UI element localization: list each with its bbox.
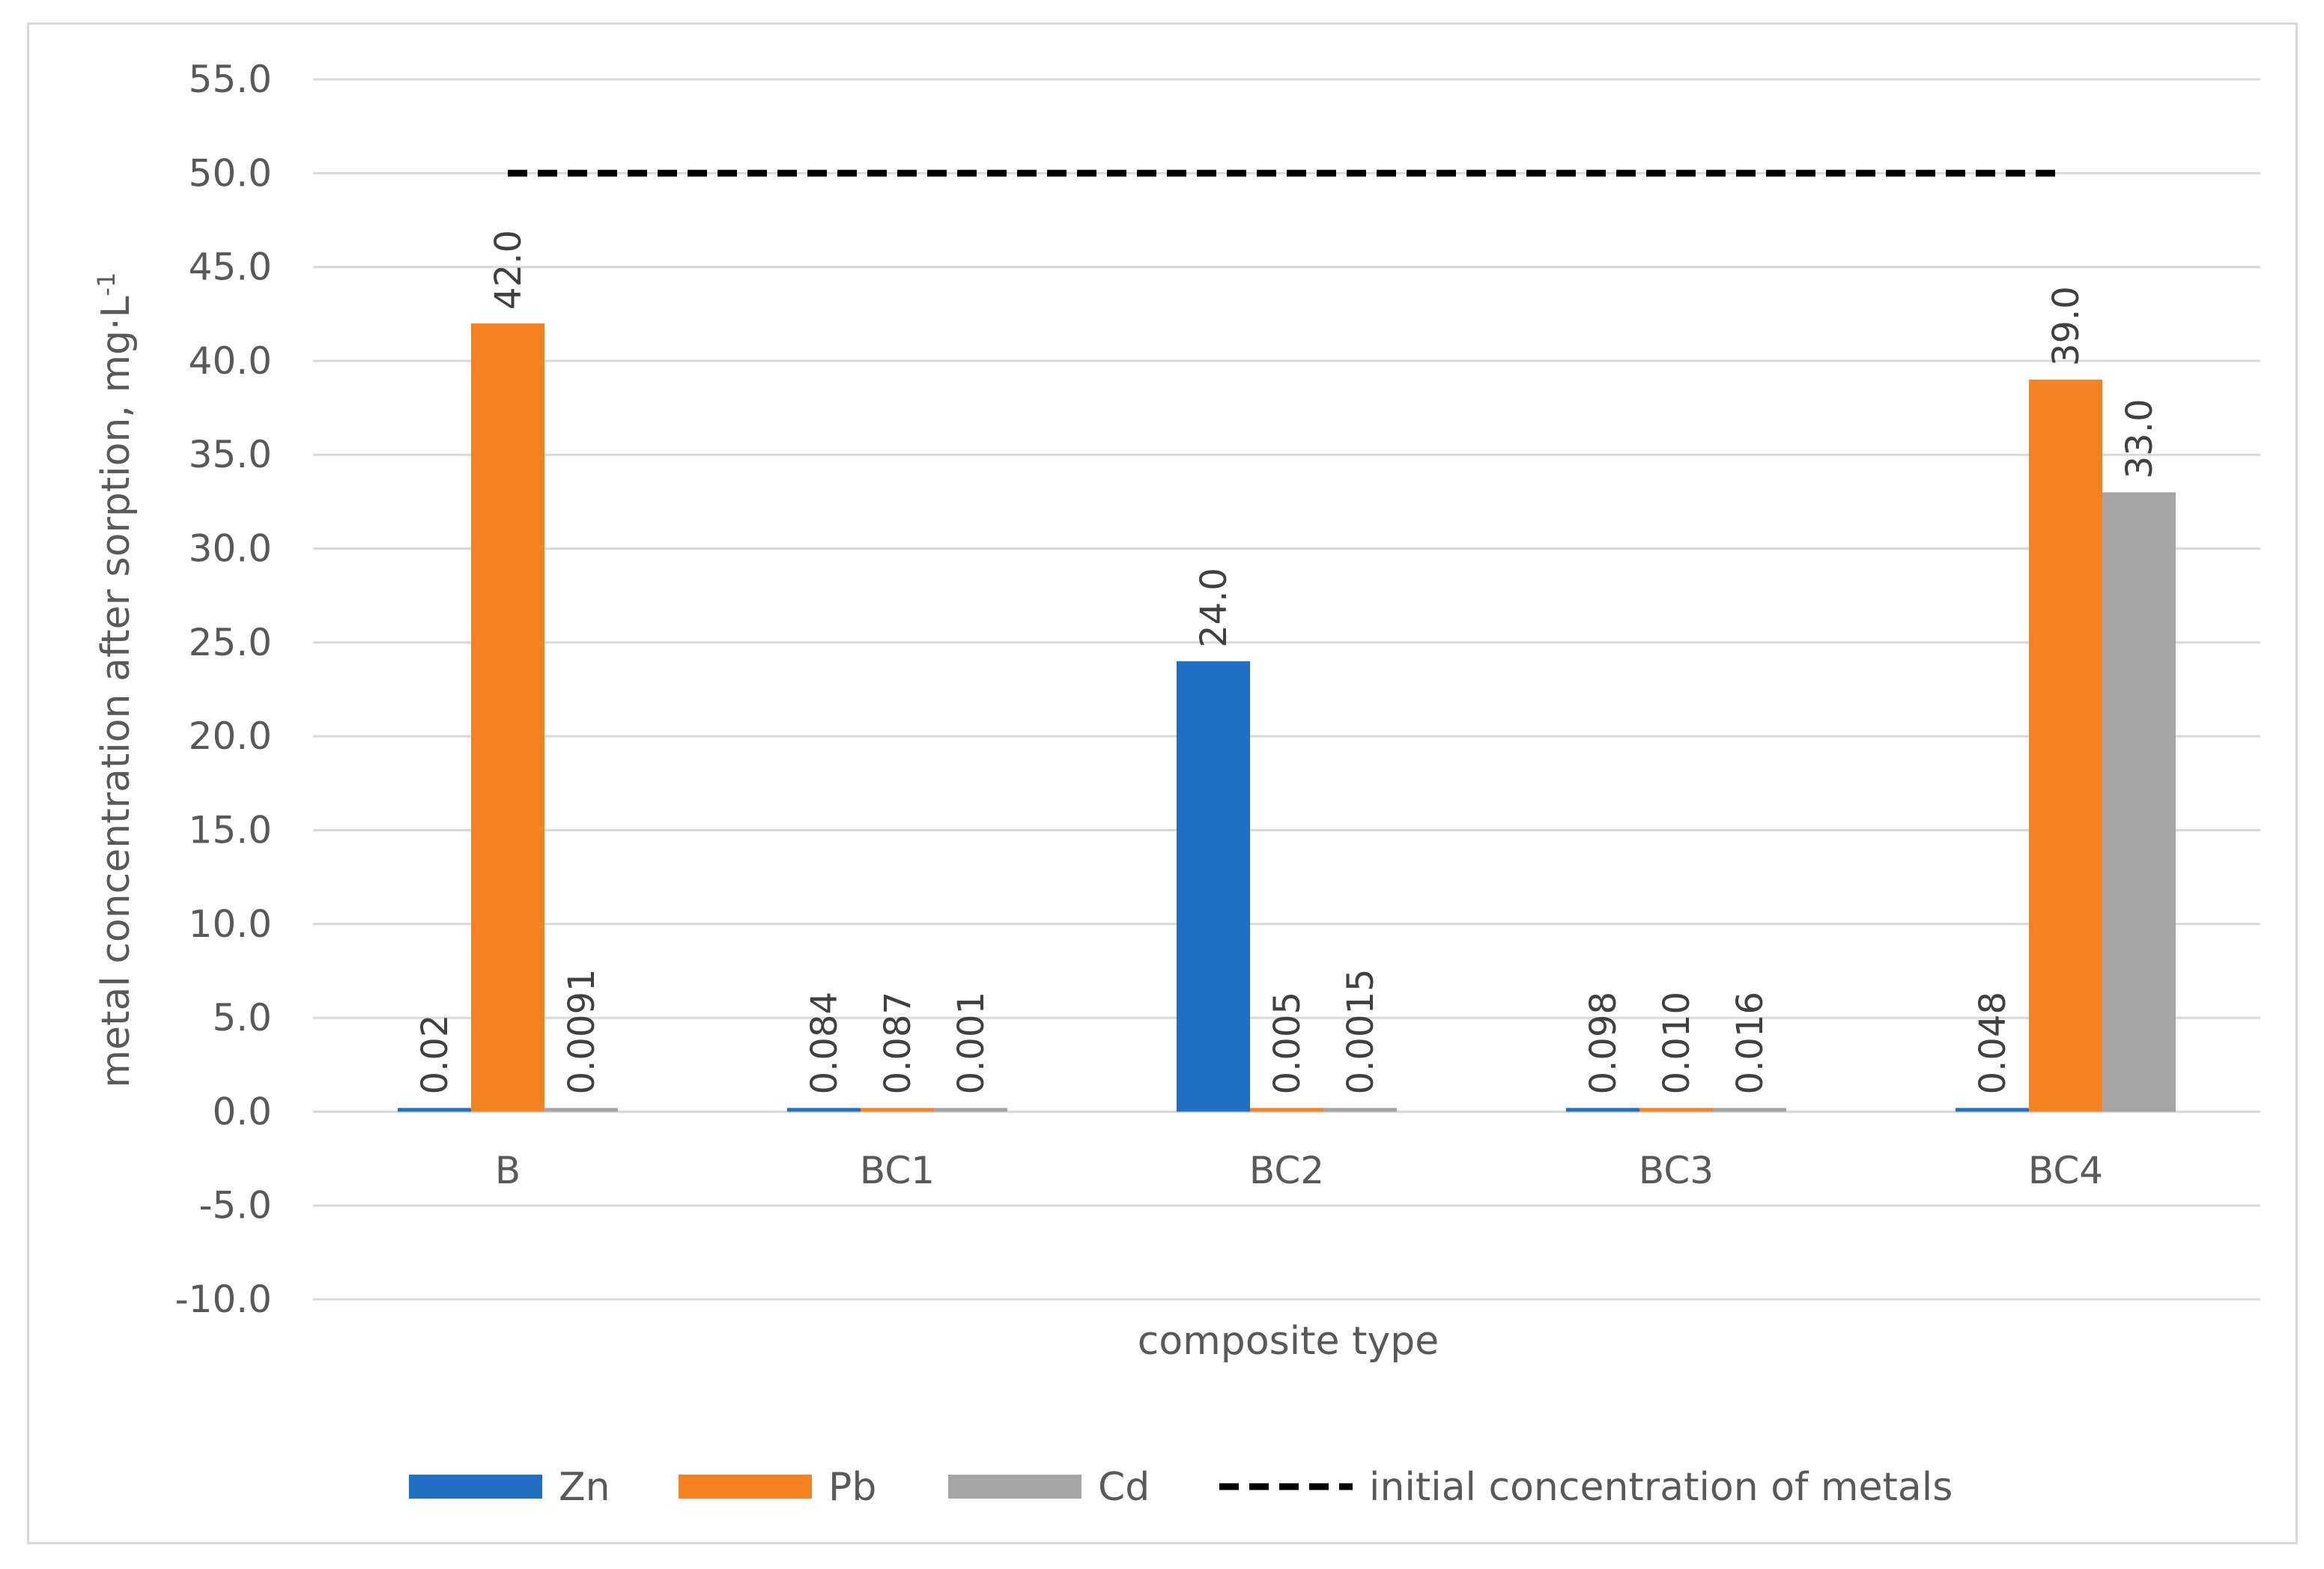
category-label-bc1: BC1 bbox=[860, 1149, 935, 1192]
data-label-zn-b: 0.02 bbox=[414, 1015, 456, 1095]
bar-pb-b bbox=[471, 323, 544, 1112]
data-label-pb-bc4: 39.0 bbox=[2045, 286, 2087, 366]
bar-cd-bc3 bbox=[1713, 1108, 1786, 1112]
bar-cd-bc1 bbox=[934, 1108, 1007, 1112]
y-tick-label: 10.0 bbox=[189, 902, 272, 946]
data-label-cd-b: 0.0091 bbox=[561, 968, 603, 1094]
legend-label-initial-concentration-of-metals: initial concentration of metals bbox=[1369, 1465, 1953, 1510]
y-tick-label: 40.0 bbox=[189, 339, 272, 383]
data-label-zn-bc2: 24.0 bbox=[1193, 568, 1235, 648]
data-label-zn-bc3: 0.098 bbox=[1583, 992, 1624, 1094]
y-tick-label: -10.0 bbox=[175, 1278, 272, 1321]
data-label-pb-bc2: 0.005 bbox=[1266, 992, 1308, 1094]
y-tick-label: 20.0 bbox=[189, 714, 272, 758]
bar-pb-bc3 bbox=[1639, 1108, 1713, 1112]
data-label-zn-bc4: 0.048 bbox=[1972, 992, 2014, 1094]
data-label-cd-bc3: 0.016 bbox=[1729, 992, 1771, 1094]
bar-zn-bc3 bbox=[1566, 1108, 1639, 1112]
y-tick-label: 45.0 bbox=[189, 246, 272, 289]
y-tick-label: 5.0 bbox=[212, 996, 272, 1040]
legend-label-zn: Zn bbox=[559, 1465, 610, 1510]
chart-frame bbox=[27, 22, 2298, 1544]
y-tick-label: 30.0 bbox=[189, 527, 272, 571]
y-axis-title-text: metal concentration after sorption, mg·L bbox=[94, 296, 139, 1087]
data-labels: 0.02 42.0 0.0091 0.084 0.087 0.001 24.0 0.005 0.… bbox=[414, 230, 2161, 1094]
y-tick-label: 55.0 bbox=[189, 58, 272, 101]
category-label-bc4: BC4 bbox=[2028, 1149, 2103, 1192]
x-axis-categories: B BC1 BC2 BC3 BC4 bbox=[495, 1149, 2103, 1192]
bar-pb-bc4 bbox=[2029, 379, 2102, 1112]
y-tick-label: -5.0 bbox=[198, 1184, 272, 1227]
legend-label-cd: Cd bbox=[1098, 1465, 1150, 1510]
legend-label-pb: Pb bbox=[828, 1465, 876, 1510]
bar-cd-b bbox=[544, 1108, 618, 1112]
bar-pb-bc1 bbox=[861, 1108, 934, 1112]
bar-cd-bc2 bbox=[1323, 1108, 1397, 1112]
gridlines bbox=[313, 78, 2260, 1301]
data-label-cd-bc4: 33.0 bbox=[2119, 398, 2161, 479]
y-axis-title-superscript: -1 bbox=[92, 272, 121, 296]
x-axis-title: composite type bbox=[1138, 1319, 1439, 1364]
y-tick-label: 50.0 bbox=[189, 151, 272, 195]
legend-swatch-zn bbox=[409, 1475, 542, 1499]
data-label-pb-b: 42.0 bbox=[488, 230, 530, 310]
y-tick-label: 35.0 bbox=[189, 433, 272, 476]
y-axis-ticks: 55.0 50.0 45.0 40.0 35.0 30.0 25.0 20.0 15.0 10.0… bbox=[175, 58, 272, 1321]
category-label-bc2: BC2 bbox=[1249, 1149, 1324, 1192]
legend: Zn Pb Cd initial concentration of metals bbox=[409, 1465, 1953, 1510]
bar-cd-bc4 bbox=[2102, 492, 2176, 1112]
bar-zn-b bbox=[398, 1108, 471, 1112]
data-label-pb-bc1: 0.087 bbox=[877, 992, 919, 1094]
legend-swatch-pb bbox=[679, 1475, 812, 1499]
data-label-cd-bc1: 0.001 bbox=[950, 992, 992, 1094]
data-label-zn-bc1: 0.084 bbox=[804, 992, 846, 1094]
category-label-bc3: BC3 bbox=[1639, 1149, 1714, 1192]
y-tick-label: 25.0 bbox=[189, 621, 272, 664]
y-axis-title: metal concentration after sorption, mg·L… bbox=[92, 272, 139, 1087]
data-label-pb-bc3: 0.010 bbox=[1656, 992, 1698, 1094]
bar-zn-bc1 bbox=[787, 1108, 861, 1112]
data-label-cd-bc2: 0.0015 bbox=[1340, 968, 1382, 1094]
y-tick-label: 0.0 bbox=[212, 1090, 272, 1133]
category-label-b: B bbox=[495, 1149, 521, 1192]
bar-pb-bc2 bbox=[1250, 1108, 1323, 1112]
bar-zn-bc4 bbox=[1956, 1108, 2029, 1112]
bar-zn-bc2 bbox=[1177, 661, 1250, 1112]
legend-swatch-cd bbox=[948, 1475, 1081, 1499]
y-tick-label: 15.0 bbox=[189, 808, 272, 852]
bars bbox=[398, 323, 2176, 1112]
